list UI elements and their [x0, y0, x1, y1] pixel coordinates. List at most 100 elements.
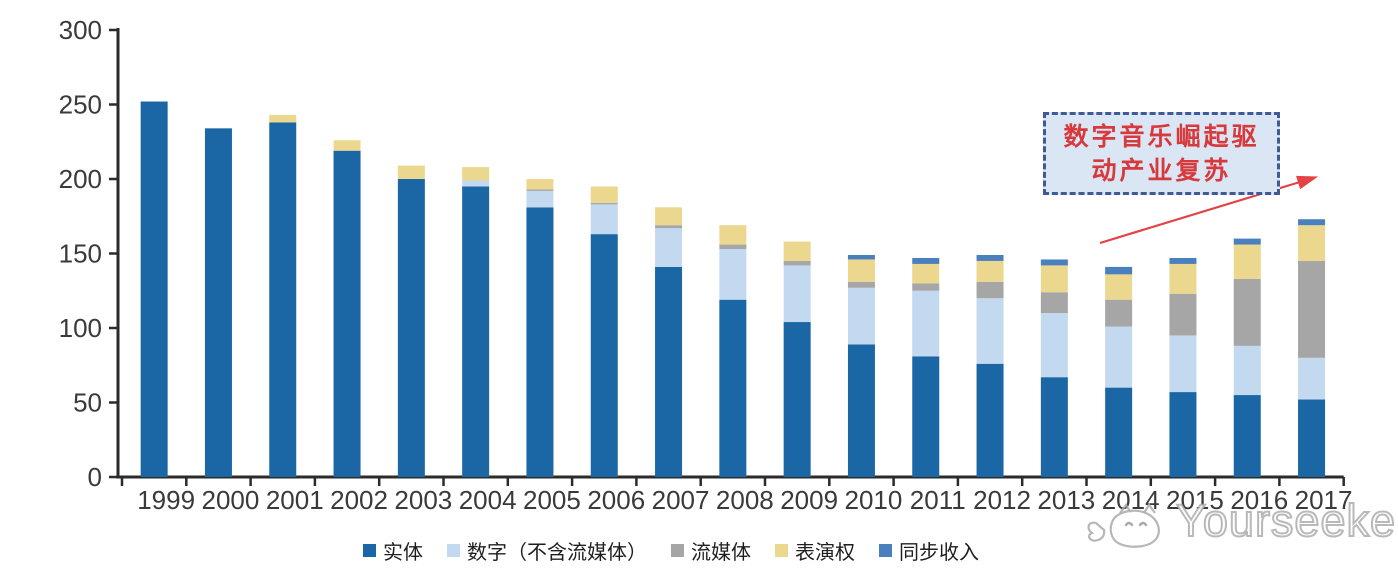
bar-segment-2011: [912, 290, 940, 357]
bar-segment-2006: [590, 186, 618, 203]
bar-segment-2004: [462, 167, 490, 181]
legend-label: 流媒体: [691, 540, 751, 564]
bar-segment-2011: [912, 283, 940, 291]
bar-segment-2016: [1233, 244, 1261, 279]
x-axis-tick-label: 2017: [1295, 485, 1353, 515]
bar-segment-2001: [269, 122, 297, 477]
bar-segment-2005: [526, 190, 554, 208]
legend-swatch-icon: [671, 544, 684, 557]
bar-segment-2016: [1233, 238, 1261, 245]
bar-segment-2010: [847, 259, 875, 282]
bar-segment-2017: [1298, 225, 1326, 261]
cat-mascot-icon: [1087, 503, 1160, 548]
bar-segment-2012: [976, 254, 1004, 261]
bar-segment-2013: [1040, 265, 1068, 293]
bar-segment-2010: [847, 254, 875, 260]
legend-item-4: 表演权: [775, 536, 855, 565]
bar-segment-2004: [462, 180, 490, 187]
bar-segment-2014: [1105, 266, 1133, 275]
bar-segment-2014: [1105, 274, 1133, 300]
x-axis-tick-label: 2007: [652, 485, 710, 515]
bar-segment-2011: [912, 263, 940, 284]
legend-swatch-icon: [363, 544, 376, 557]
bar-segment-2009: [783, 241, 811, 261]
x-axis-tick-label: 2013: [1037, 485, 1095, 515]
bar-segment-2009: [783, 322, 811, 477]
bar-segment-2008: [719, 225, 747, 245]
x-axis-tick-label: 2009: [780, 485, 838, 515]
bar-segment-2009: [783, 265, 811, 323]
legend-item-3: 流媒体: [671, 536, 751, 565]
bar-segment-2011: [912, 257, 940, 264]
bar-segment-2015: [1169, 293, 1197, 336]
bar-segment-2000: [204, 128, 232, 477]
bar-segment-2010: [847, 344, 875, 477]
bar-segment-2013: [1040, 259, 1068, 266]
bar-segment-2017: [1298, 260, 1326, 358]
x-axis-tick-label: 2004: [459, 485, 517, 515]
bar-segment-2010: [847, 281, 875, 288]
watermark: Yourseeker: [1082, 489, 1398, 553]
y-axis-tick-label: 0: [88, 462, 102, 492]
annotation-arrow-head: [1296, 175, 1319, 190]
bar-segment-2016: [1233, 278, 1261, 346]
x-axis-tick-label: 2005: [523, 485, 581, 515]
bar-segment-2015: [1169, 392, 1197, 477]
bar-segment-2013: [1040, 292, 1068, 314]
bar-segment-2017: [1298, 357, 1326, 400]
y-axis-tick-label: 150: [59, 239, 102, 269]
legend-swatch-icon: [879, 544, 892, 557]
legend-label: 实体: [383, 540, 423, 564]
bar-segment-2002: [333, 150, 361, 477]
bar-segment-2005: [526, 179, 554, 190]
x-axis-tick-label: 1999: [137, 485, 195, 515]
bar-segment-2014: [1105, 299, 1133, 327]
bar-segment-2010: [847, 287, 875, 345]
bar-segment-2008: [719, 244, 747, 250]
bar-segment-2012: [976, 298, 1004, 364]
bar-segment-2003: [397, 179, 425, 477]
bar-segment-2006: [590, 234, 618, 477]
annotation-text-line2: 动产业复苏: [1091, 155, 1232, 185]
legend-item-1: 实体: [363, 536, 423, 565]
bar-segment-2001: [269, 114, 297, 123]
legend-label: 表演权: [795, 540, 855, 564]
bar-segment-2007: [655, 228, 683, 267]
bar-segment-2017: [1298, 219, 1326, 226]
bar-segment-2017: [1298, 399, 1326, 477]
bar-segment-2006: [590, 202, 618, 205]
bar-segment-2007: [655, 225, 683, 229]
bar-segment-2013: [1040, 377, 1068, 477]
bar-segment-2014: [1105, 326, 1133, 388]
x-axis-tick-label: 2016: [1230, 485, 1288, 515]
x-axis-tick-label: 2015: [1166, 485, 1224, 515]
x-axis-tick-label: 2006: [587, 485, 645, 515]
x-axis-tick-label: 2010: [845, 485, 903, 515]
y-axis-tick-label: 200: [59, 164, 102, 194]
bar-segment-2012: [976, 281, 1004, 299]
bar-segment-2016: [1233, 395, 1261, 477]
bar-segment-2004: [462, 186, 490, 477]
bar-segment-2007: [655, 207, 683, 226]
bar-segment-2008: [719, 249, 747, 300]
legend-label: 同步收入: [899, 540, 979, 564]
legend-label: 数字（不含流媒体）: [467, 540, 647, 564]
x-axis-tick-label: 2008: [716, 485, 774, 515]
bar-segment-2012: [976, 260, 1004, 282]
bar-segment-2006: [590, 204, 618, 235]
y-axis-tick-label: 100: [59, 313, 102, 343]
bar-segment-2003: [397, 165, 425, 179]
legend-item-2: 数字（不含流媒体）: [447, 536, 647, 565]
bar-segment-2011: [912, 356, 940, 477]
legend-swatch-icon: [447, 544, 460, 557]
y-axis-tick-label: 50: [73, 388, 102, 418]
x-axis-tick-label: 2001: [266, 485, 324, 515]
bar-segment-2016: [1233, 345, 1261, 396]
bar-segment-2002: [333, 140, 361, 151]
bar-segment-2005: [526, 189, 554, 191]
watermark-text: Yourseeker: [1175, 494, 1398, 547]
x-axis-tick-label: 2000: [202, 485, 260, 515]
x-axis-tick-label: 2012: [973, 485, 1031, 515]
